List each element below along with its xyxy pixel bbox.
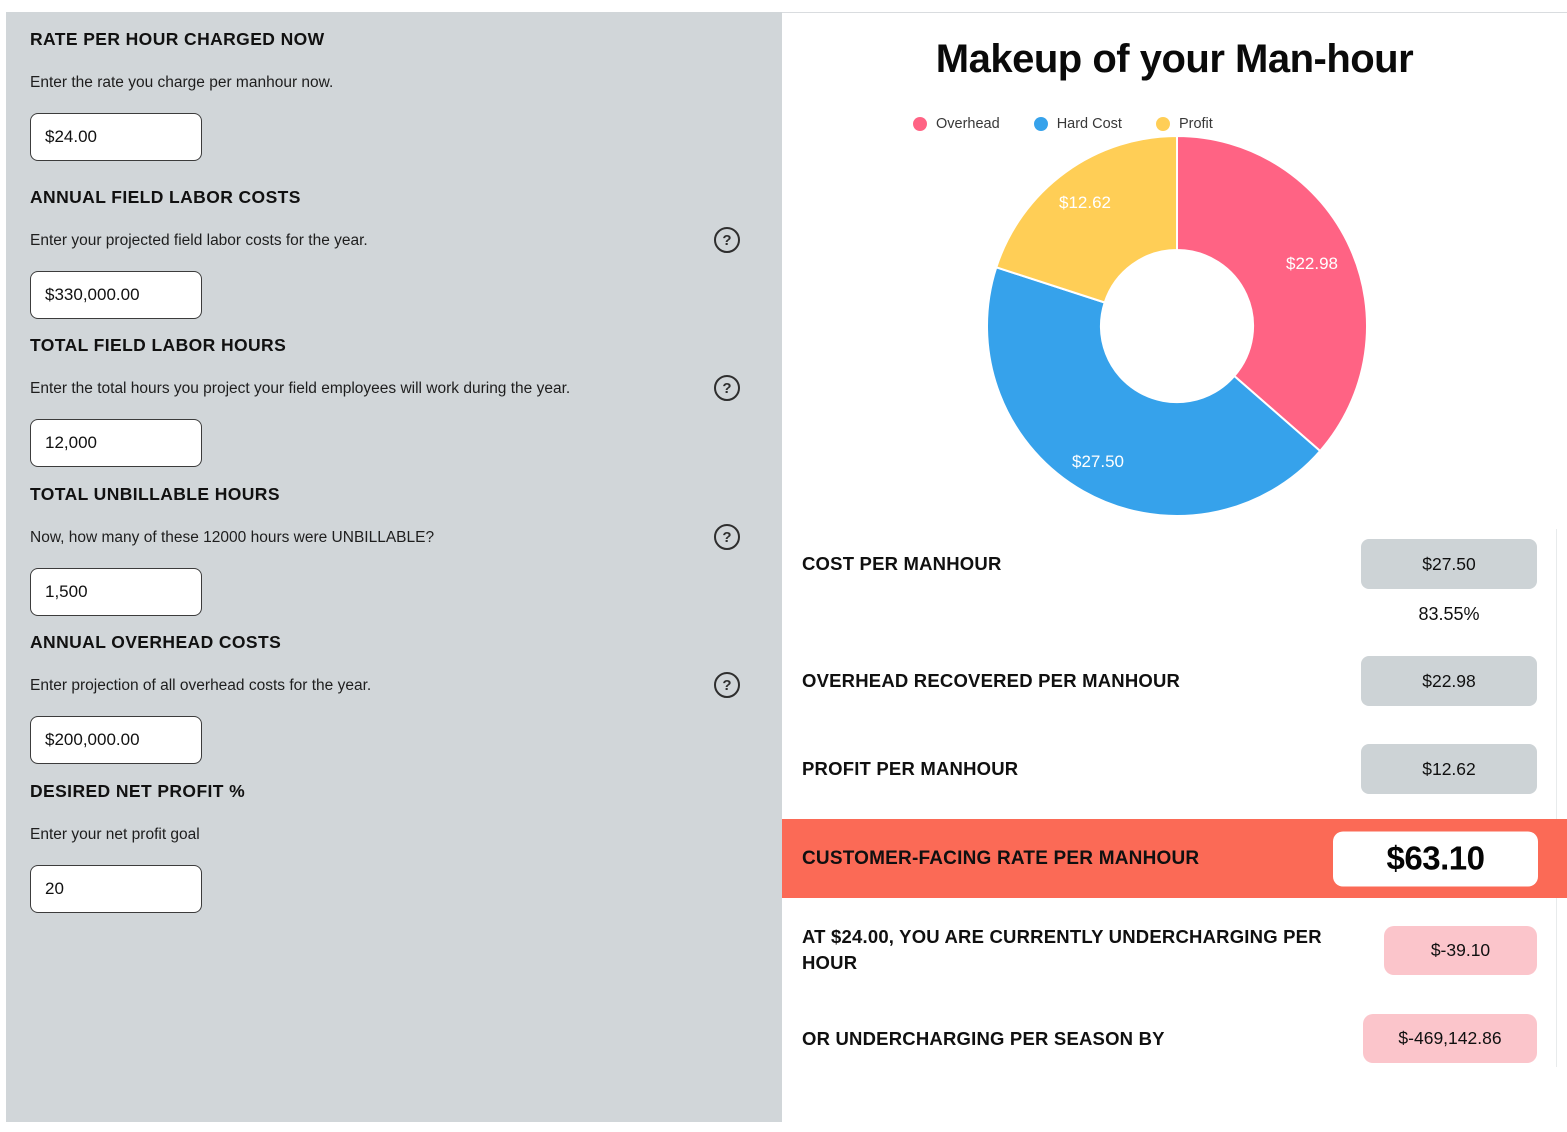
undercharging-per-season-value: $-469,142.86: [1363, 1014, 1537, 1063]
field-description: Enter the rate you charge per manhour no…: [30, 74, 334, 91]
profit-swatch-icon: [1155, 117, 1170, 131]
help-icon[interactable]: ?: [714, 672, 740, 698]
customer-facing-rate-value: $63.10: [1333, 831, 1538, 886]
rate-per-hour-input[interactable]: [30, 113, 202, 161]
slice-label-hard-cost: $27.50: [1072, 452, 1124, 471]
legend-label: Hard Cost: [1056, 116, 1122, 132]
legend-item-hard-cost[interactable]: Hard Cost: [1033, 116, 1122, 132]
donut-slice-overhead[interactable]: [1176, 135, 1369, 452]
unbillable-hours-input[interactable]: [30, 568, 202, 616]
row-label: COST PER MANHOUR: [802, 553, 1002, 574]
cost-per-manhour-value: $27.50: [1361, 539, 1537, 589]
chart-legend: Overhead Hard Cost Profit: [913, 116, 1213, 132]
results-panel: Makeup of your Man-hour Overhead Hard Co…: [782, 12, 1567, 1132]
row-cost-per-manhour: COST PER MANHOUR $27.50: [802, 539, 1537, 589]
field-total-unbillable-hours: TOTAL UNBILLABLE HOURS Now, how many of …: [30, 483, 782, 616]
field-rate-per-hour: RATE PER HOUR CHARGED NOW Enter the rate…: [30, 28, 782, 161]
field-label: RATE PER HOUR CHARGED NOW: [30, 29, 325, 49]
row-label: OVERHEAD RECOVERED PER MANHOUR: [802, 670, 1181, 691]
field-annual-overhead-costs: ANNUAL OVERHEAD COSTS Enter projection o…: [30, 631, 782, 764]
input-panel: RATE PER HOUR CHARGED NOW Enter the rate…: [6, 12, 782, 1122]
field-label: ANNUAL OVERHEAD COSTS: [30, 632, 282, 652]
field-label: DESIRED NET PROFIT %: [30, 781, 246, 801]
overhead-recovered-value: $22.98: [1361, 656, 1537, 706]
field-total-field-labor-hours: TOTAL FIELD LABOR HOURS Enter the total …: [30, 334, 782, 467]
labor-costs-input[interactable]: [30, 271, 202, 319]
row-label: AT $24.00, YOU ARE CURRENTLY UNDERCHARGI…: [802, 926, 1322, 973]
donut-slice-profit[interactable]: [995, 135, 1178, 304]
legend-label: Overhead: [936, 116, 1000, 132]
profit-per-manhour-value: $12.62: [1361, 744, 1537, 794]
legend-item-overhead[interactable]: Overhead: [913, 116, 1000, 132]
field-desired-net-profit: DESIRED NET PROFIT % Enter your net prof…: [30, 780, 782, 913]
row-label: PROFIT PER MANHOUR: [802, 758, 1019, 779]
field-description: Now, how many of these 12000 hours were …: [30, 529, 435, 546]
hard-cost-swatch-icon: [1033, 117, 1048, 131]
chart-title: Makeup of your Man-hour: [935, 37, 1414, 81]
column-divider: [1556, 529, 1557, 1067]
field-annual-field-labor-costs: ANNUAL FIELD LABOR COSTS Enter your proj…: [30, 186, 782, 319]
row-customer-facing-rate: CUSTOMER-FACING RATE PER MANHOUR $63.10: [782, 819, 1567, 898]
field-description: Enter the total hours you project your f…: [30, 380, 571, 397]
donut-chart: $22.98 $27.50 $12.62: [986, 135, 1369, 517]
slice-label-profit: $12.62: [1059, 193, 1111, 212]
row-overhead-recovered: OVERHEAD RECOVERED PER MANHOUR $22.98: [802, 656, 1537, 706]
help-icon[interactable]: ?: [714, 227, 740, 253]
row-label: OR UNDERCHARGING PER SEASON BY: [802, 1027, 1165, 1049]
field-label: TOTAL UNBILLABLE HOURS: [30, 484, 280, 504]
donut-slice-hard-cost[interactable]: [986, 266, 1322, 517]
row-undercharging-per-season: OR UNDERCHARGING PER SEASON BY $-469,142…: [802, 1014, 1537, 1063]
help-icon[interactable]: ?: [714, 524, 740, 550]
slice-label-overhead: $22.98: [1286, 254, 1338, 273]
row-profit-per-manhour: PROFIT PER MANHOUR $12.62: [802, 744, 1537, 794]
undercharging-per-hour-value: $-39.10: [1384, 925, 1537, 975]
field-description: Enter your net profit goal: [30, 826, 200, 843]
overhead-swatch-icon: [913, 117, 927, 131]
legend-label: Profit: [1178, 116, 1213, 132]
row-undercharging-per-hour: AT $24.00, YOU ARE CURRENTLY UNDERCHARGI…: [802, 919, 1537, 981]
field-description: Enter your projected field labor costs f…: [30, 232, 368, 249]
help-icon[interactable]: ?: [714, 375, 740, 401]
cost-percentage: 83.55%: [1418, 604, 1480, 624]
labor-hours-input[interactable]: [30, 419, 202, 467]
row-label: CUSTOMER-FACING RATE PER MANHOUR: [802, 847, 1200, 869]
field-label: ANNUAL FIELD LABOR COSTS: [30, 187, 301, 207]
field-label: TOTAL FIELD LABOR HOURS: [30, 335, 287, 355]
legend-item-profit[interactable]: Profit: [1155, 116, 1213, 132]
net-profit-input[interactable]: [30, 865, 202, 913]
overhead-costs-input[interactable]: [30, 716, 202, 764]
field-description: Enter projection of all overhead costs f…: [30, 677, 372, 694]
